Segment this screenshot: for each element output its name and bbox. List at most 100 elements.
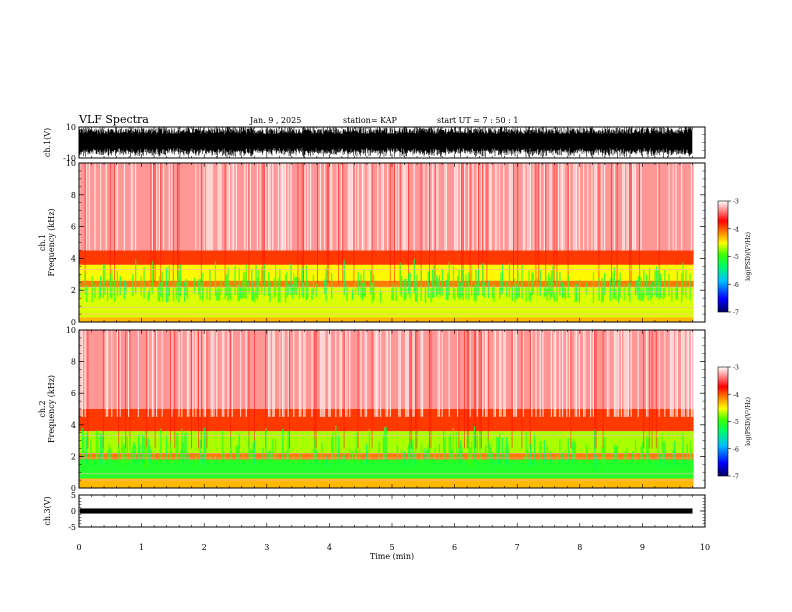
ch2-spectrogram-speckle xyxy=(170,441,172,464)
ch1-spectrogram-speckle xyxy=(553,291,555,302)
ch1-spectrogram-speckle xyxy=(413,259,415,294)
ch2-spectrogram-streak xyxy=(408,330,410,417)
ch3-waveform-trace xyxy=(80,508,693,514)
ch1-spectrogram-streak xyxy=(483,163,485,251)
ch2-spectrogram-streak xyxy=(664,330,666,417)
ch1-spectrogram-speckle xyxy=(193,277,196,294)
ch2-spectrogram-speckle xyxy=(401,449,403,469)
ch2-spectrogram-streak xyxy=(410,330,412,449)
ch2-spectrogram-streak xyxy=(553,330,555,417)
ch2-spectrogram-speckle xyxy=(378,441,380,461)
ch2-spectrogram-speckle xyxy=(434,447,436,465)
ch2-spectrogram-streak xyxy=(118,330,120,449)
ch1-spectrogram-speckle xyxy=(125,282,127,294)
ch2-spectrogram-streak xyxy=(494,330,496,417)
ch1-spectrogram-speckle xyxy=(240,286,242,299)
ch2-spectrogram-streak xyxy=(154,330,156,449)
ch2-spectrogram-streak xyxy=(647,330,649,417)
ch1-spectrogram-ylabel: ch.1 xyxy=(38,234,47,251)
ch1-spectrogram-speckle xyxy=(465,274,467,299)
ch1-spectrogram-speckle xyxy=(206,287,208,300)
ch2-spectrogram-streak xyxy=(322,330,324,417)
ch2-spectrogram-speckle xyxy=(101,434,103,464)
ch1-spectrogram-speckle xyxy=(391,288,393,301)
ch1-spectrogram-band xyxy=(79,317,694,322)
ch1-spectrogram-streak xyxy=(431,163,433,251)
ch1-spectrogram-speckle xyxy=(415,283,417,302)
ch1-spectrogram-streak xyxy=(228,163,230,251)
ch1-spectrogram-streak xyxy=(280,163,282,251)
ch1-spectrogram-speckle xyxy=(475,269,477,302)
ch1-spectrogram-streak xyxy=(336,163,338,251)
ch1-spectrogram-speckle xyxy=(500,272,502,296)
ch2-spectrogram-streak xyxy=(374,330,376,417)
ch1-spectrogram-speckle xyxy=(438,275,441,295)
ch1-spectrogram-speckle xyxy=(671,286,673,302)
ch2-spectrogram-speckle xyxy=(237,444,239,467)
colorbar-ch1-scale xyxy=(717,200,729,313)
ch2-spectrogram-streak xyxy=(618,330,620,417)
ch2-spectrogram-speckle xyxy=(142,434,144,465)
ch1-spectrogram-speckle xyxy=(291,284,294,299)
ch1-spectrogram-streak xyxy=(457,163,459,251)
ch2-spectrogram-streak xyxy=(613,330,615,417)
ch2-spectrogram-streak xyxy=(188,330,190,417)
ch2-spectrogram-streak xyxy=(128,330,130,417)
ch1-spectrogram-speckle xyxy=(245,264,247,299)
ch1-spectrogram-streak xyxy=(578,163,580,251)
ch1-spectrogram-streak xyxy=(639,163,640,283)
ch2-spectrogram-streak xyxy=(606,330,608,417)
ch1-spectrogram-speckle xyxy=(277,278,280,303)
ch2-spectrogram-streak xyxy=(81,330,83,417)
ch1-spectrogram-speckle xyxy=(172,278,175,301)
ch1-spectrogram-speckle xyxy=(563,285,565,298)
ch1-spectrogram-streak xyxy=(200,163,202,283)
ch1-spectrogram-speckle xyxy=(234,266,236,295)
ch2-spectrogram-streak xyxy=(360,330,362,417)
ch1-spectrogram-streak xyxy=(207,163,209,251)
ch2-spectrogram-streak xyxy=(468,330,470,449)
ch1-spectrogram-speckle xyxy=(296,276,298,295)
ch2-spectrogram-speckle xyxy=(83,433,85,461)
ch1-spectrogram-speckle xyxy=(427,271,429,298)
ch1-spectrogram-streak xyxy=(576,163,578,251)
ch2-spectrogram-streak xyxy=(658,330,660,417)
ch1-spectrogram-speckle xyxy=(263,263,266,296)
ch1-spectrogram-streak xyxy=(220,163,222,251)
ch2-spectrogram-streak xyxy=(616,330,618,417)
ch2-spectrogram-speckle xyxy=(144,431,147,462)
ch1-spectrogram-speckle xyxy=(370,269,372,295)
ch1-spectrogram-speckle xyxy=(284,275,287,303)
ch2-spectrogram-streak xyxy=(648,330,650,449)
ch2-spectrogram-speckle xyxy=(130,457,133,469)
ch2-spectrogram-streak xyxy=(409,330,411,449)
ch2-spectrogram-speckle xyxy=(409,440,411,464)
ch1-spectrogram-streak xyxy=(382,163,384,251)
ch1-spectrogram-streak xyxy=(496,163,498,251)
ch1-spectrogram-streak xyxy=(623,163,625,251)
ch2-spectrogram-speckle xyxy=(450,434,452,466)
ch1-spectrogram-streak xyxy=(304,163,306,251)
colorbar-ch2-tick-label: -6 xyxy=(733,446,739,453)
ch2-spectrogram-streak xyxy=(486,330,488,417)
ch1-waveform-ylabel: ch.1(V) xyxy=(43,128,52,157)
ch1-spectrogram-streak xyxy=(420,163,422,283)
ch2-spectrogram-speckle xyxy=(487,438,490,466)
ch1-spectrogram-speckle xyxy=(473,285,476,301)
ch2-spectrogram-streak xyxy=(161,330,163,417)
time-tick-label: 1 xyxy=(139,543,144,552)
ch2-spectrogram-streak xyxy=(430,330,432,449)
ch1-spectrogram-speckle xyxy=(471,265,473,296)
ch2-spectrogram-speckle xyxy=(501,437,504,461)
ch1-spectrogram-streak xyxy=(634,163,636,251)
ch1-spectrogram-speckle xyxy=(94,283,96,299)
ch1-spectrogram-speckle xyxy=(576,283,578,302)
ch2-spectrogram-streak xyxy=(566,330,568,417)
ch1-spectrogram-streak xyxy=(217,163,219,251)
ch1-spectrogram-y-tick-label: 4 xyxy=(71,254,76,263)
ch1-spectrogram-streak xyxy=(154,163,156,283)
ch1-spectrogram-speckle xyxy=(216,290,218,301)
ch1-spectrogram-speckle xyxy=(242,272,245,298)
ch2-spectrogram-streak xyxy=(438,330,440,417)
ch2-spectrogram-speckle xyxy=(660,453,662,468)
